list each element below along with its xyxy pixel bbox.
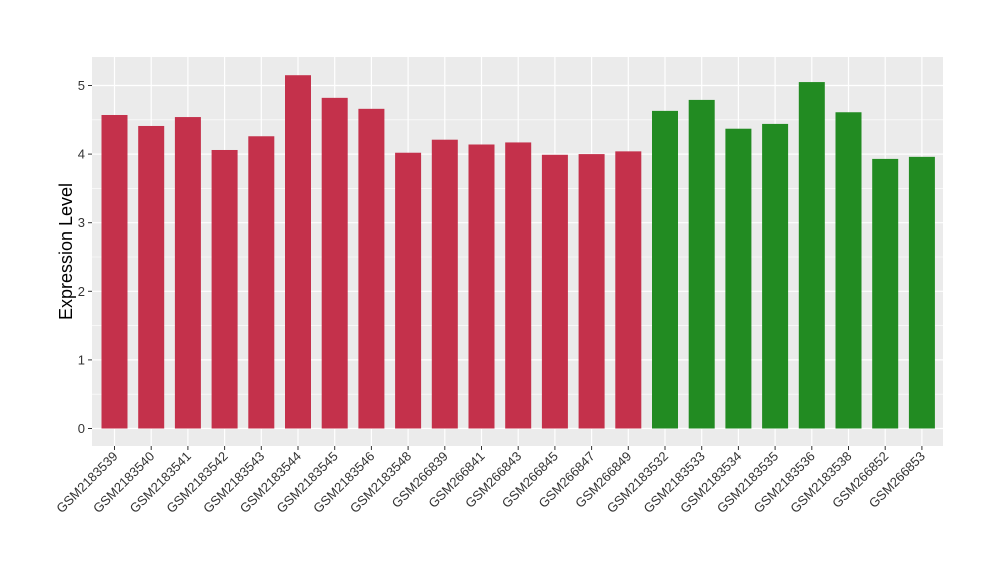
- bar: [615, 151, 642, 429]
- y-tick-label: 1: [78, 352, 85, 367]
- y-tick-label: 5: [78, 78, 85, 93]
- bar: [725, 128, 752, 429]
- bar: [505, 142, 532, 429]
- y-tick-label: 0: [78, 421, 85, 436]
- x-axis: GSM2183539GSM2183540GSM2183541GSM2183542…: [53, 446, 928, 516]
- y-tick-label: 3: [78, 215, 85, 230]
- bar: [688, 99, 715, 429]
- y-tick-label: 4: [78, 147, 85, 162]
- y-axis: 0 1 2 3 4 5: [78, 78, 92, 436]
- bar: [541, 154, 568, 429]
- bar: [358, 108, 385, 429]
- bar: [798, 82, 825, 429]
- bar: [211, 149, 238, 429]
- bar: [138, 125, 165, 429]
- bar: [872, 158, 899, 429]
- y-axis-title: Expression Level: [56, 183, 76, 320]
- bar: [285, 75, 311, 429]
- y-tick-label: 2: [78, 284, 85, 299]
- bar: [248, 136, 275, 429]
- bar: [468, 144, 495, 429]
- bar: [762, 123, 789, 429]
- bar: [835, 112, 862, 429]
- bar: [908, 156, 935, 429]
- bar: [652, 110, 678, 429]
- bars: [101, 75, 935, 429]
- bar: [174, 117, 201, 429]
- bar: [101, 114, 128, 429]
- bar: [395, 152, 422, 429]
- bar: [431, 139, 458, 429]
- bar: [578, 154, 605, 429]
- bar: [321, 97, 348, 429]
